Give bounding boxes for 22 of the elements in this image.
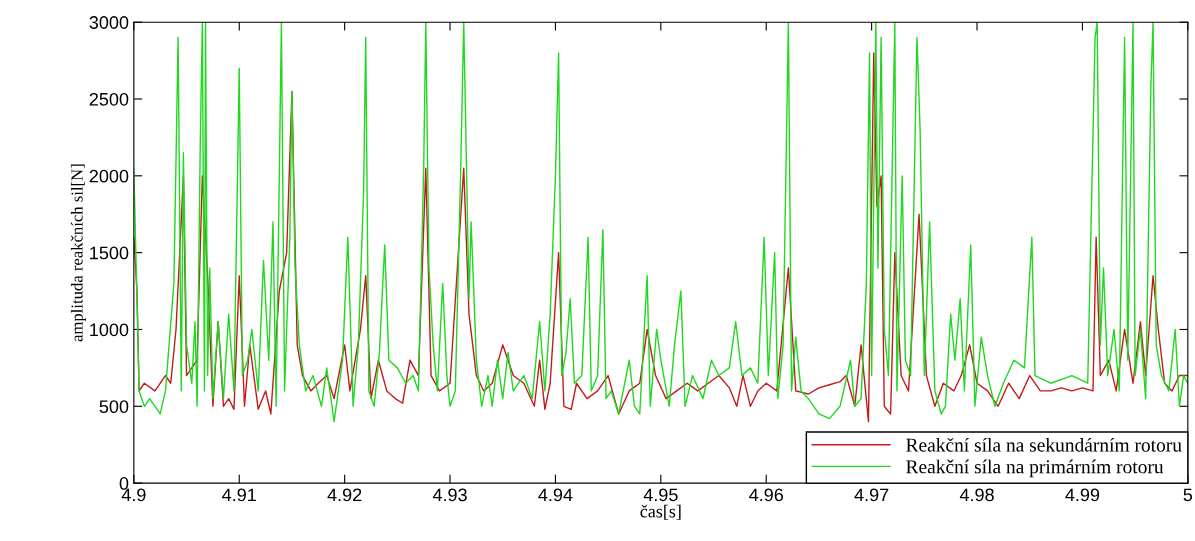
y-tick-label: 2000 — [89, 169, 129, 183]
x-tick-label: 4.98 — [959, 488, 994, 502]
y-tick-label: 3000 — [89, 16, 129, 29]
x-axis-title: čas[s] — [640, 504, 681, 520]
x-tick-label: 4.99 — [1065, 488, 1100, 502]
y-tick-label: 0 — [119, 477, 129, 490]
x-tick-label: 4.93 — [432, 488, 467, 502]
legend-label: Reakční síla na primárním rotoru — [906, 459, 1164, 478]
x-tick-label: 4.96 — [749, 488, 784, 502]
x-tick-label: 4.92 — [327, 488, 362, 502]
x-tick-label: 4.94 — [538, 488, 573, 502]
x-tick-label: 4.95 — [643, 488, 678, 502]
x-tick-label: 4.91 — [222, 488, 256, 502]
y-tick-label: 500 — [99, 400, 129, 414]
y-tick-label: 2500 — [89, 92, 129, 106]
legend-label: Reakční síla na sekundárním rotoru — [906, 437, 1182, 452]
y-axis-title: amplituda reakčních sil[N] — [70, 164, 87, 342]
y-tick-label: 1000 — [90, 323, 129, 337]
y-tick-label: 1500 — [90, 246, 129, 260]
x-tick-label: 4.97 — [854, 488, 889, 502]
x-tick-label: 5 — [1183, 488, 1193, 502]
x-tick-label: 4.9 — [121, 488, 146, 502]
